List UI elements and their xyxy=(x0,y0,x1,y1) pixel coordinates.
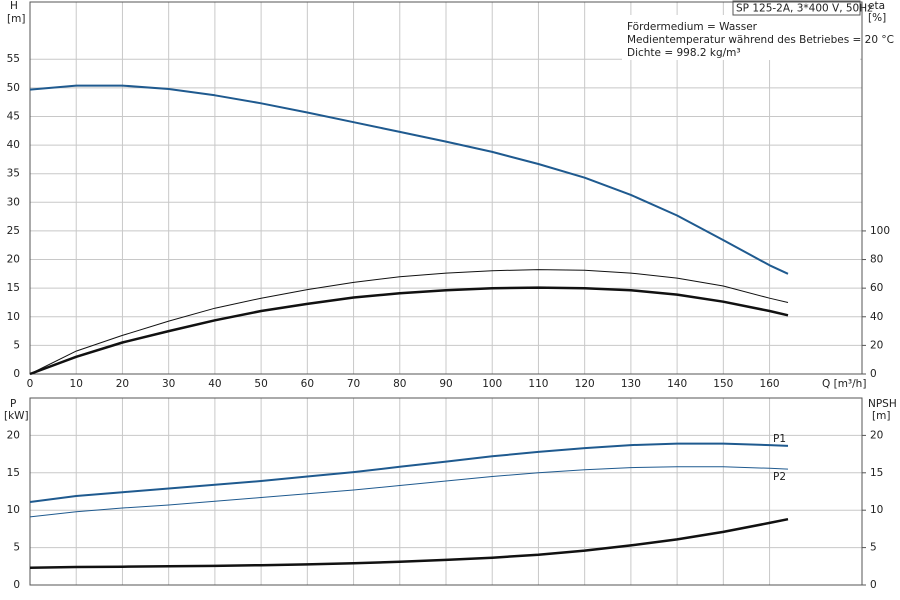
x-tick-label: 100 xyxy=(482,378,502,390)
x-tick-label: 130 xyxy=(621,378,641,390)
y2-tick-label: 0 xyxy=(870,579,877,591)
y-tick-label: 40 xyxy=(7,139,20,151)
series-label: P2 xyxy=(773,471,786,483)
y-axis-unit: [kW] xyxy=(4,410,29,422)
model: SP 125-2A, 3*400 V, 50Hz xyxy=(736,3,873,15)
y2-axis-label: NPSH xyxy=(868,398,897,410)
curve xyxy=(29,517,789,570)
x-tick-label: 120 xyxy=(575,378,595,390)
y-tick-label: 30 xyxy=(7,196,20,208)
y2-tick-label: 20 xyxy=(870,429,883,441)
y-tick-label: 0 xyxy=(13,368,20,380)
note: Fördermedium = Wasser xyxy=(627,21,758,33)
y2-tick-label: 60 xyxy=(870,282,883,294)
x-tick-label: 110 xyxy=(528,378,548,390)
curve xyxy=(29,442,789,503)
y-tick-label: 25 xyxy=(7,225,20,237)
x-tick-label: 10 xyxy=(70,378,83,390)
series-label: P1 xyxy=(773,433,786,445)
note: Medientemperatur während des Betriebes =… xyxy=(627,34,894,46)
x-tick-label: 80 xyxy=(393,378,406,390)
y2-tick-label: 80 xyxy=(870,254,883,266)
y2-tick-label: 10 xyxy=(870,504,883,516)
y-tick-label: 10 xyxy=(7,504,20,516)
x-tick-label: 60 xyxy=(301,378,314,390)
y-axis-label: H xyxy=(10,0,18,12)
plot-frame xyxy=(29,397,863,586)
y-tick-label: 20 xyxy=(7,254,20,266)
x-tick-label: 90 xyxy=(439,378,452,390)
x-tick-label: 30 xyxy=(162,378,175,390)
x-axis-label: Q [m³/h] xyxy=(822,378,866,390)
y-axis-label: P xyxy=(10,398,16,410)
y-tick-label: 55 xyxy=(7,53,20,65)
plot-frame xyxy=(29,1,863,375)
y2-axis-label: eta xyxy=(868,0,885,12)
x-tick-label: 20 xyxy=(116,378,129,390)
y-axis-unit: [m] xyxy=(7,13,25,25)
grid-layer xyxy=(29,2,862,586)
y-tick-label: 5 xyxy=(13,542,20,554)
x-tick-label: 50 xyxy=(254,378,267,390)
y-tick-label: 45 xyxy=(7,110,20,122)
y2-axis-unit: [m] xyxy=(872,410,890,422)
y-tick-label: 50 xyxy=(7,82,20,94)
y-tick-label: 10 xyxy=(7,311,20,323)
curve xyxy=(29,84,789,275)
x-tick-label: 40 xyxy=(208,378,221,390)
y-tick-label: 0 xyxy=(13,579,20,591)
x-tick-label: 150 xyxy=(713,378,733,390)
y2-tick-label: 20 xyxy=(870,339,883,351)
x-tick-label: 0 xyxy=(27,378,34,390)
y2-axis-unit: [%] xyxy=(868,12,886,24)
y2-tick-label: 40 xyxy=(870,311,883,323)
curve xyxy=(29,466,789,518)
x-tick-label: 160 xyxy=(760,378,780,390)
x-tick-label: 140 xyxy=(667,378,687,390)
y2-tick-label: 15 xyxy=(870,467,883,479)
y-tick-label: 15 xyxy=(7,282,20,294)
y2-tick-label: 5 xyxy=(870,542,877,554)
y-tick-label: 5 xyxy=(13,339,20,351)
y-tick-label: 20 xyxy=(7,429,20,441)
y2-tick-label: 100 xyxy=(870,225,890,237)
note-background xyxy=(622,15,860,60)
y-tick-label: 15 xyxy=(7,467,20,479)
note: Dichte = 998.2 kg/m³ xyxy=(627,47,741,59)
curve xyxy=(29,269,789,375)
curve xyxy=(29,286,789,376)
x-tick-label: 70 xyxy=(347,378,360,390)
y2-tick-label: 0 xyxy=(870,368,877,380)
model-box xyxy=(732,0,861,16)
y-tick-label: 35 xyxy=(7,168,20,180)
